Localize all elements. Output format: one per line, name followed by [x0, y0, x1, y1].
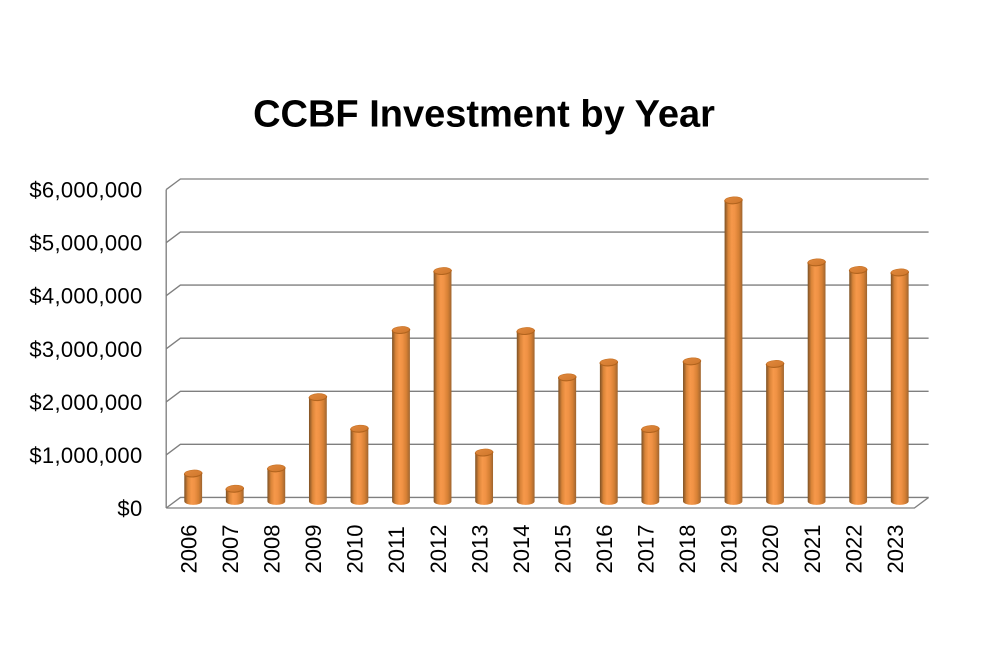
svg-text:2020: 2020: [758, 525, 783, 574]
svg-text:2021: 2021: [800, 525, 825, 574]
svg-text:2010: 2010: [343, 525, 368, 574]
svg-text:2017: 2017: [634, 525, 659, 574]
svg-text:2012: 2012: [426, 525, 451, 574]
svg-text:2013: 2013: [467, 525, 492, 574]
svg-text:2006: 2006: [176, 525, 201, 574]
svg-text:2007: 2007: [218, 525, 243, 574]
svg-text:2023: 2023: [883, 525, 908, 574]
svg-text:2011: 2011: [384, 526, 409, 573]
svg-text:$3,000,000: $3,000,000: [29, 337, 142, 362]
svg-text:2022: 2022: [841, 525, 866, 574]
svg-text:$1,000,000: $1,000,000: [29, 443, 142, 468]
svg-text:2009: 2009: [301, 525, 326, 574]
svg-text:2015: 2015: [550, 525, 575, 574]
svg-text:2008: 2008: [260, 525, 285, 574]
svg-text:$0: $0: [117, 496, 142, 521]
svg-text:$6,000,000: $6,000,000: [29, 178, 142, 203]
svg-text:2018: 2018: [675, 525, 700, 574]
svg-text:2014: 2014: [509, 525, 534, 574]
svg-text:2016: 2016: [592, 525, 617, 574]
svg-text:$4,000,000: $4,000,000: [29, 284, 142, 309]
svg-text:$2,000,000: $2,000,000: [29, 390, 142, 415]
svg-text:CCBF Investment by Year: CCBF Investment by Year: [253, 94, 715, 136]
svg-text:2019: 2019: [717, 525, 742, 574]
svg-text:$5,000,000: $5,000,000: [29, 231, 142, 256]
